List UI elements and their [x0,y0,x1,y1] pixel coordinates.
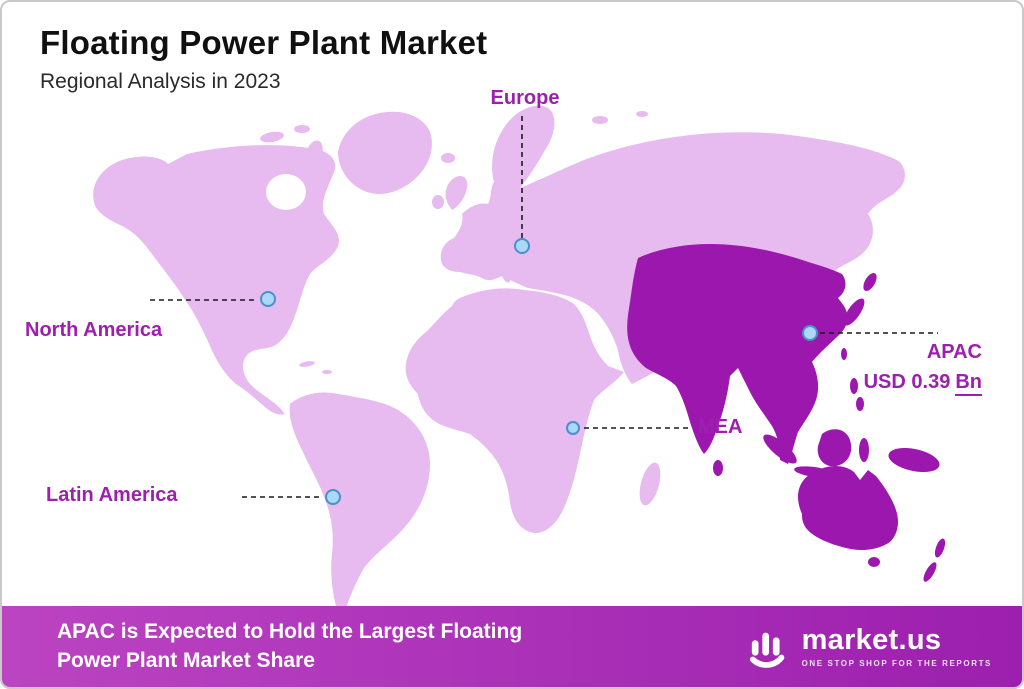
marketus-brand: market.us ONE STOP SHOP FOR THE REPORTS [748,623,992,671]
region-label-latin-america: Latin America [46,484,178,506]
region-label-apac: APAC [926,341,982,363]
philippines-island [856,397,864,411]
marker-apac [802,325,818,341]
philippines-island [850,378,858,394]
africa-landmass [405,288,624,533]
tasmania-island [868,557,880,567]
marker-europe [514,238,530,254]
new-zealand-north-island [934,538,946,558]
marker-latin-america [325,489,341,505]
header: Floating Power Plant Market Regional Ana… [40,24,487,94]
apac-region [627,244,848,464]
japan-hokkaido [863,272,877,292]
arctic-island [636,111,648,117]
footer-message-line1: APAC is Expected to Hold the Largest Flo… [57,620,523,644]
iceland-island [441,153,455,163]
new-zealand-south-island [923,562,937,582]
marketus-logo-icon [749,632,784,668]
region-label-north-america: North America [25,319,163,341]
taiwan-island [841,348,847,360]
brand-name: market.us [801,624,942,657]
region-label-europe: Europe [490,87,560,109]
page-subtitle: Regional Analysis in 2023 [40,70,281,93]
cuba-island [299,361,315,367]
marker-mea [566,421,580,435]
ireland-island [432,195,444,209]
australia-region [798,466,898,550]
arctic-island [260,131,284,143]
north-america-landmass [93,145,339,415]
south-america-landmass [289,392,430,608]
hudson-bay-cutout [266,174,306,210]
madagascar-island [639,462,661,506]
italy-peninsula [494,260,511,283]
footer-message-line2: Power Plant Market Share [57,648,315,672]
greenland-landmass [338,111,432,195]
apac-market-value: USD 0.39 Bn [863,371,982,396]
page-title: Floating Power Plant Market [40,24,488,61]
svalbard-island [592,116,608,124]
sulawesi-island [859,438,869,462]
sumatra-island [763,434,797,464]
britain-island [445,176,468,210]
brand-tagline: ONE STOP SHOP FOR THE REPORTS [801,658,992,668]
footer-banner: APAC is Expected to Hold the Largest Flo… [2,606,1022,687]
hispaniola-island [322,370,332,374]
apac-value-unit: Bn [955,371,982,396]
arctic-island [294,125,310,133]
marker-north-america [260,291,276,307]
region-label-mea: MEA [698,416,743,438]
region-label-apac-block: APAC USD 0.39 Bn [863,341,982,396]
new-guinea-island [888,447,940,473]
japan-honshu [843,298,865,326]
borneo-island [817,429,852,467]
footer-message: APAC is Expected to Hold the Largest Flo… [57,618,748,675]
brand-text: market.us ONE STOP SHOP FOR THE REPORTS [801,624,992,668]
apac-value-amount: USD 0.39 [863,371,951,393]
sri-lanka-island [713,460,723,476]
